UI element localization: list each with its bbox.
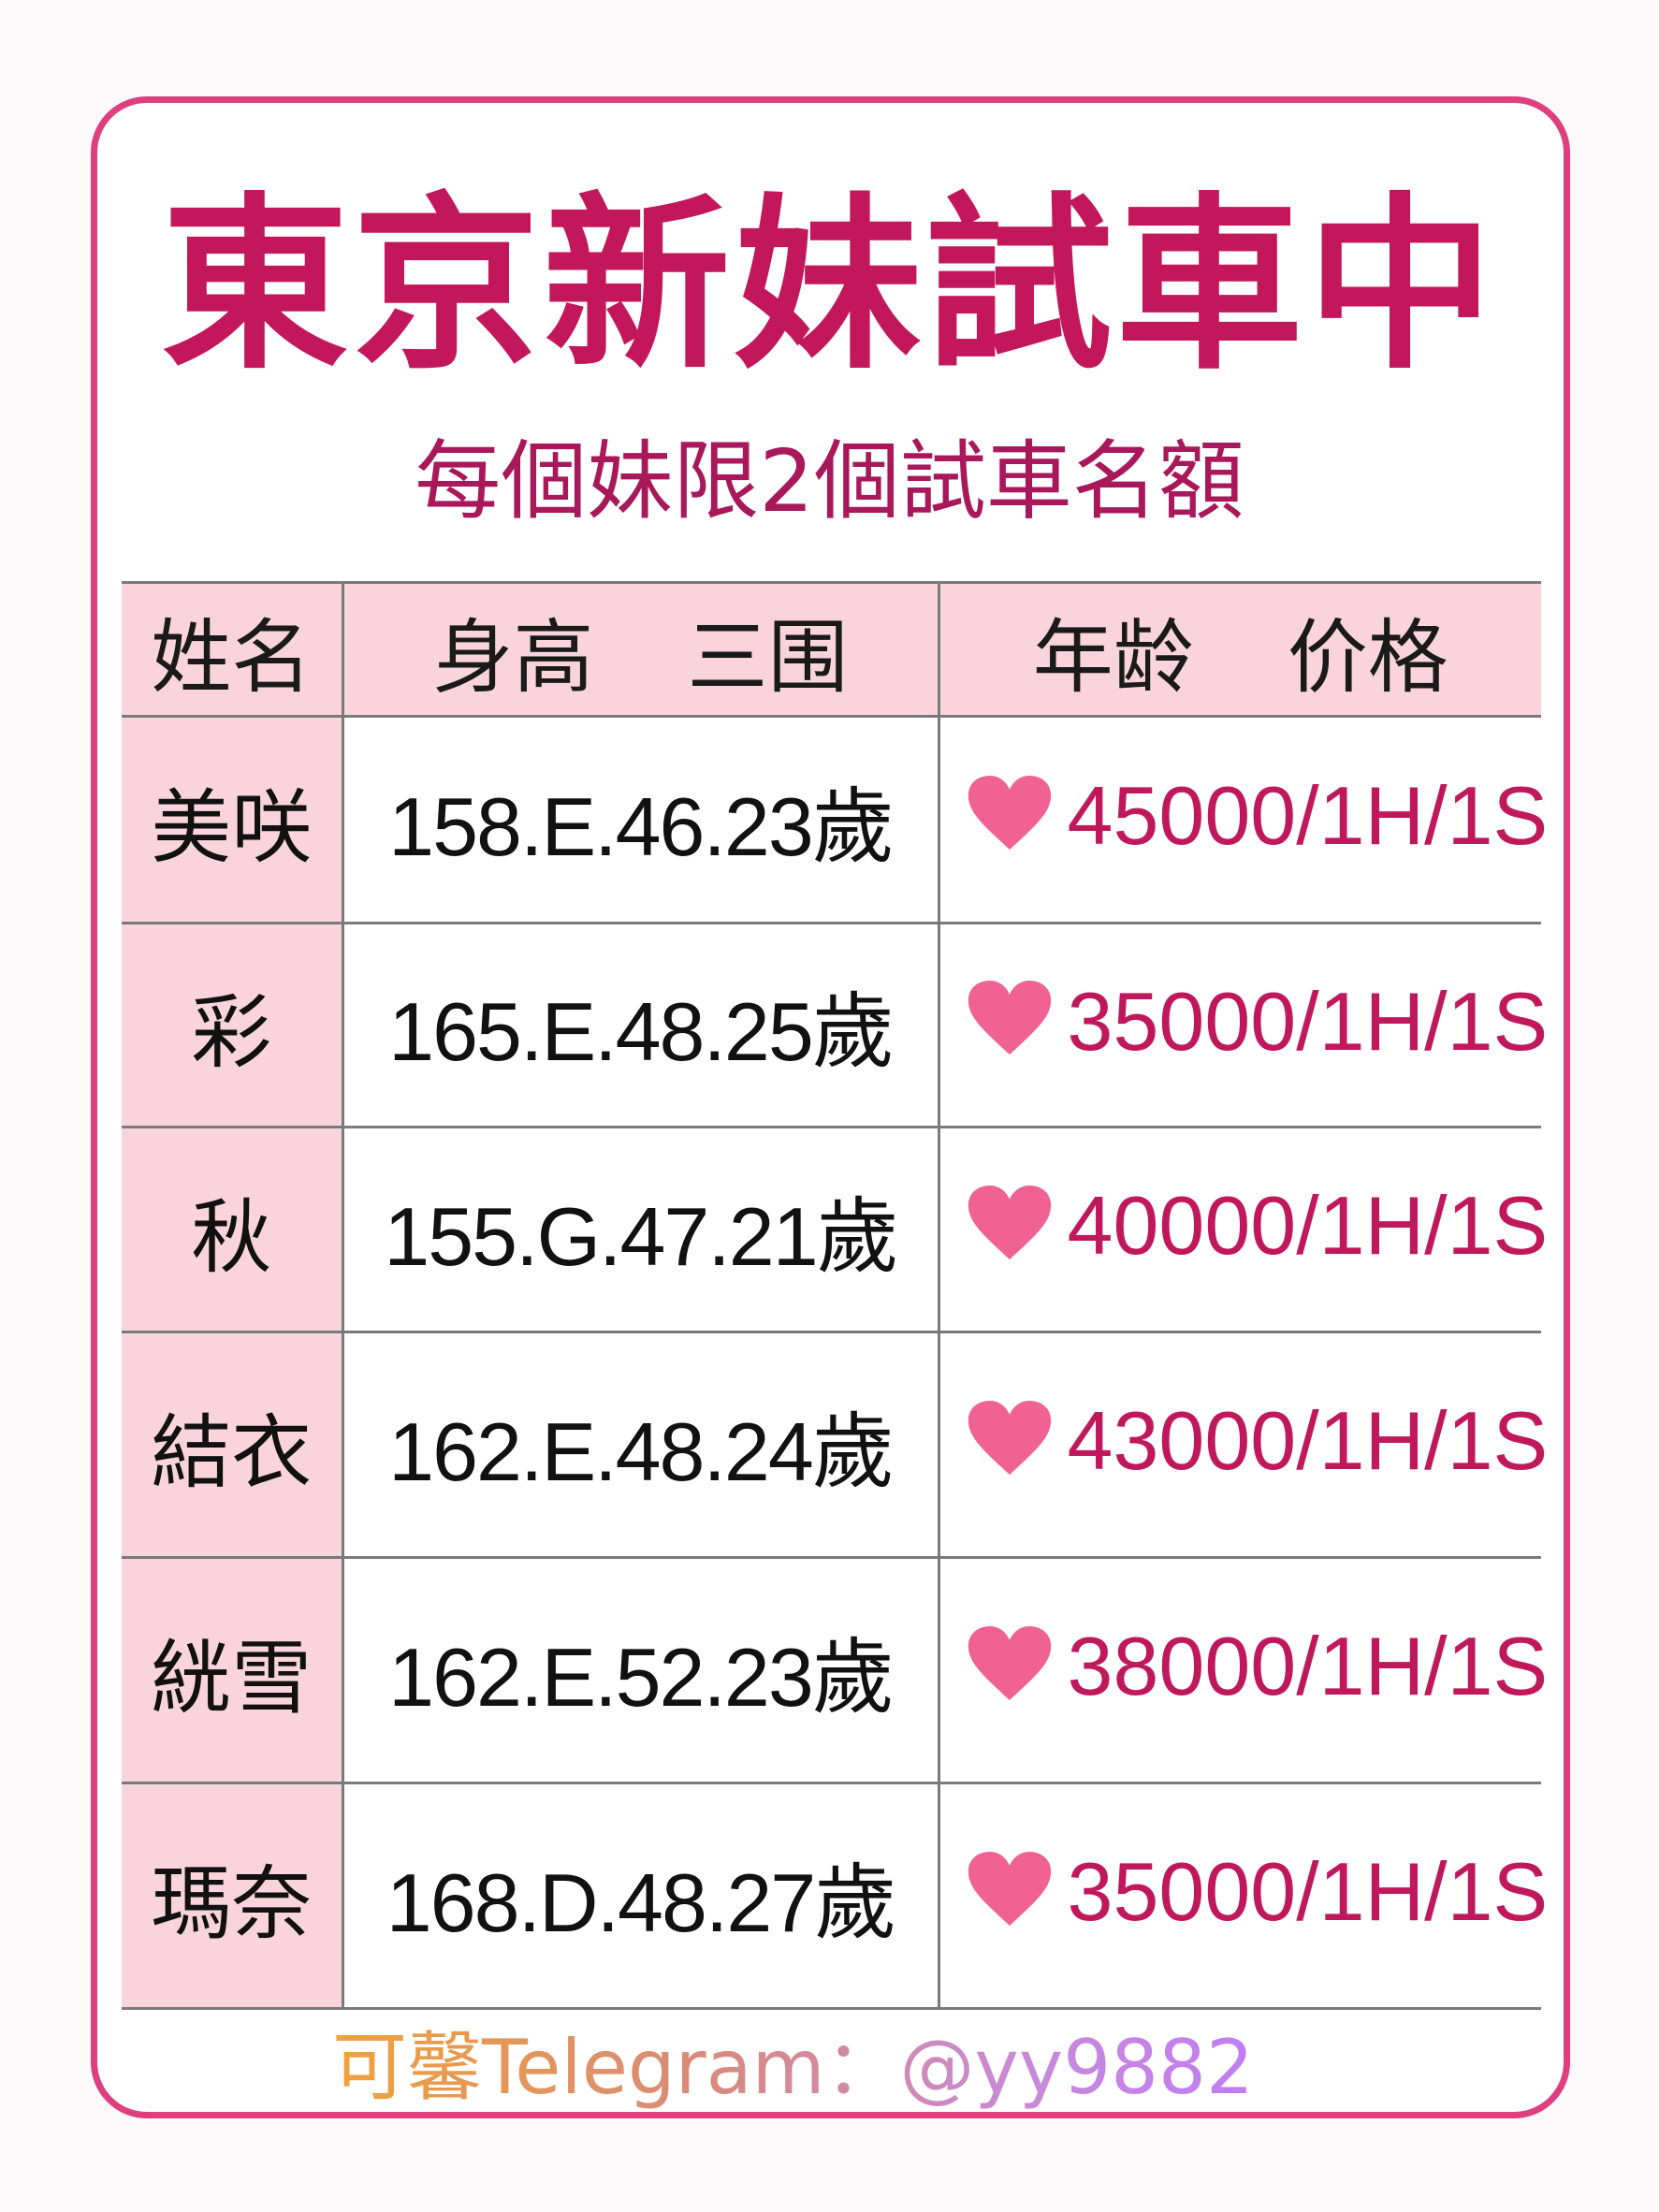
header-price: 价格 [1287, 610, 1448, 705]
row-price-cell: 38000/1H/1S [937, 1556, 1548, 1784]
row-price-cell: 35000/1H/1S [937, 922, 1548, 1128]
row-name: 結衣 [122, 1331, 344, 1559]
row-price: 35000/1H/1S [1067, 1845, 1549, 1939]
row-price: 38000/1H/1S [1067, 1620, 1549, 1713]
header-height: 身高 [432, 610, 594, 705]
header-measurements: 三围 [687, 610, 849, 705]
row-price: 40000/1H/1S [1067, 1179, 1549, 1273]
row-price-cell: 45000/1H/1S [937, 715, 1548, 924]
header-name: 姓名 [122, 581, 344, 718]
row-name: 彩 [122, 922, 344, 1128]
heart-icon [967, 979, 1053, 1076]
header-age: 年龄 [1032, 610, 1194, 705]
heart-icon [967, 1624, 1053, 1722]
row-stats: 155.G.47.21歲 [341, 1126, 940, 1333]
row-stats: 158.E.46.23歲 [341, 715, 940, 924]
header-age-price: 年龄 价格 [937, 581, 1541, 718]
page-title: 東京新妹試車中 [161, 175, 1498, 395]
row-price-cell: 35000/1H/1S [937, 1782, 1548, 2010]
heart-icon [967, 774, 1053, 871]
row-stats: 168.D.48.27歲 [341, 1782, 940, 2010]
row-stats: 162.E.52.23歲 [341, 1556, 940, 1784]
page-subtitle: 每個妹限2個試車名額 [415, 431, 1244, 531]
row-name: 秋 [122, 1126, 344, 1333]
table-header-row: 姓名 身高 三围 年龄 价格 [122, 581, 1541, 718]
row-name: 絖雪 [122, 1556, 344, 1784]
table-row: 美咲 158.E.46.23歲 45000/1H/1S [122, 715, 1548, 924]
table-row: 秋 155.G.47.21歲 40000/1H/1S [122, 1126, 1548, 1333]
row-name: 瑪奈 [122, 1782, 344, 2010]
table-row: 彩 165.E.48.25歲 35000/1H/1S [122, 922, 1548, 1128]
telegram-contact: 可馨Telegram：@yy9882 [332, 2016, 1254, 2119]
table-row: 瑪奈 168.D.48.27歲 35000/1H/1S [122, 1782, 1548, 2010]
price-table: 姓名 身高 三围 年龄 价格 美咲 158.E.46.23歲 45000/1H/1S… [122, 581, 1548, 2010]
heart-icon [967, 1184, 1053, 1281]
row-price-cell: 43000/1H/1S [937, 1331, 1548, 1559]
heart-icon [967, 1399, 1053, 1496]
row-stats: 162.E.48.24歲 [341, 1331, 940, 1559]
row-stats: 165.E.48.25歲 [341, 922, 940, 1128]
row-price: 43000/1H/1S [1067, 1394, 1549, 1488]
table-row: 結衣 162.E.48.24歲 43000/1H/1S [122, 1331, 1548, 1559]
row-price-cell: 40000/1H/1S [937, 1126, 1548, 1333]
row-price: 45000/1H/1S [1067, 769, 1549, 863]
table-row: 絖雪 162.E.52.23歲 38000/1H/1S [122, 1556, 1548, 1784]
header-height-measurements: 身高 三围 [341, 581, 940, 718]
row-name: 美咲 [122, 715, 344, 924]
heart-icon [967, 1850, 1053, 1947]
row-price: 35000/1H/1S [1067, 974, 1549, 1068]
